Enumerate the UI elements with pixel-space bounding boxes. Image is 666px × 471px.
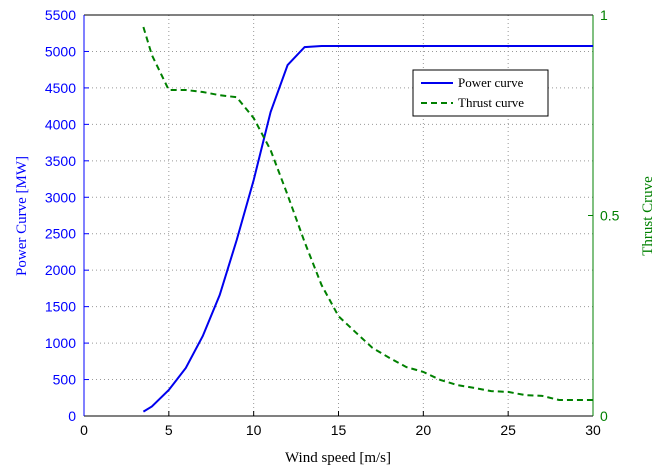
y-tick-label: 3000 [45,189,76,205]
y-tick-label: 1500 [45,299,76,315]
y-tick-label: 5000 [45,43,76,59]
y2-tick-label: 0.5 [600,208,620,224]
y-tick-label: 4000 [45,116,76,132]
y-tick-label: 0 [68,408,76,424]
x-tick-label: 25 [500,422,516,438]
y-tick-label: 5500 [45,7,76,23]
y-tick-label: 2500 [45,226,76,242]
x-tick-label: 0 [80,422,88,438]
line [142,45,593,413]
y-axis-label: Power Curve [MW] [14,156,30,276]
y2-tick-label: 1 [600,7,608,23]
y-tick-label: 1000 [45,335,76,351]
legend-label: Power curve [458,75,524,90]
y-tick-label: 4500 [45,80,76,96]
y-tick-label: 3500 [45,153,76,169]
legend-box [412,69,549,117]
x-tick-label: 10 [246,422,262,438]
x-tick-label: 30 [585,422,601,438]
y-tick-label: 500 [53,372,77,388]
y2-tick-label: 0 [600,408,608,424]
x-tick-label: 5 [165,422,173,438]
x-tick-label: 20 [416,422,432,438]
y-tick-label: 2000 [45,262,76,278]
line [142,26,593,401]
y2-axis-label: Thrust Cruve [640,176,656,256]
legend-label: Thrust curve [458,95,524,110]
x-tick-label: 15 [331,422,347,438]
x-axis-label: Wind speed [m/s] [285,450,391,466]
